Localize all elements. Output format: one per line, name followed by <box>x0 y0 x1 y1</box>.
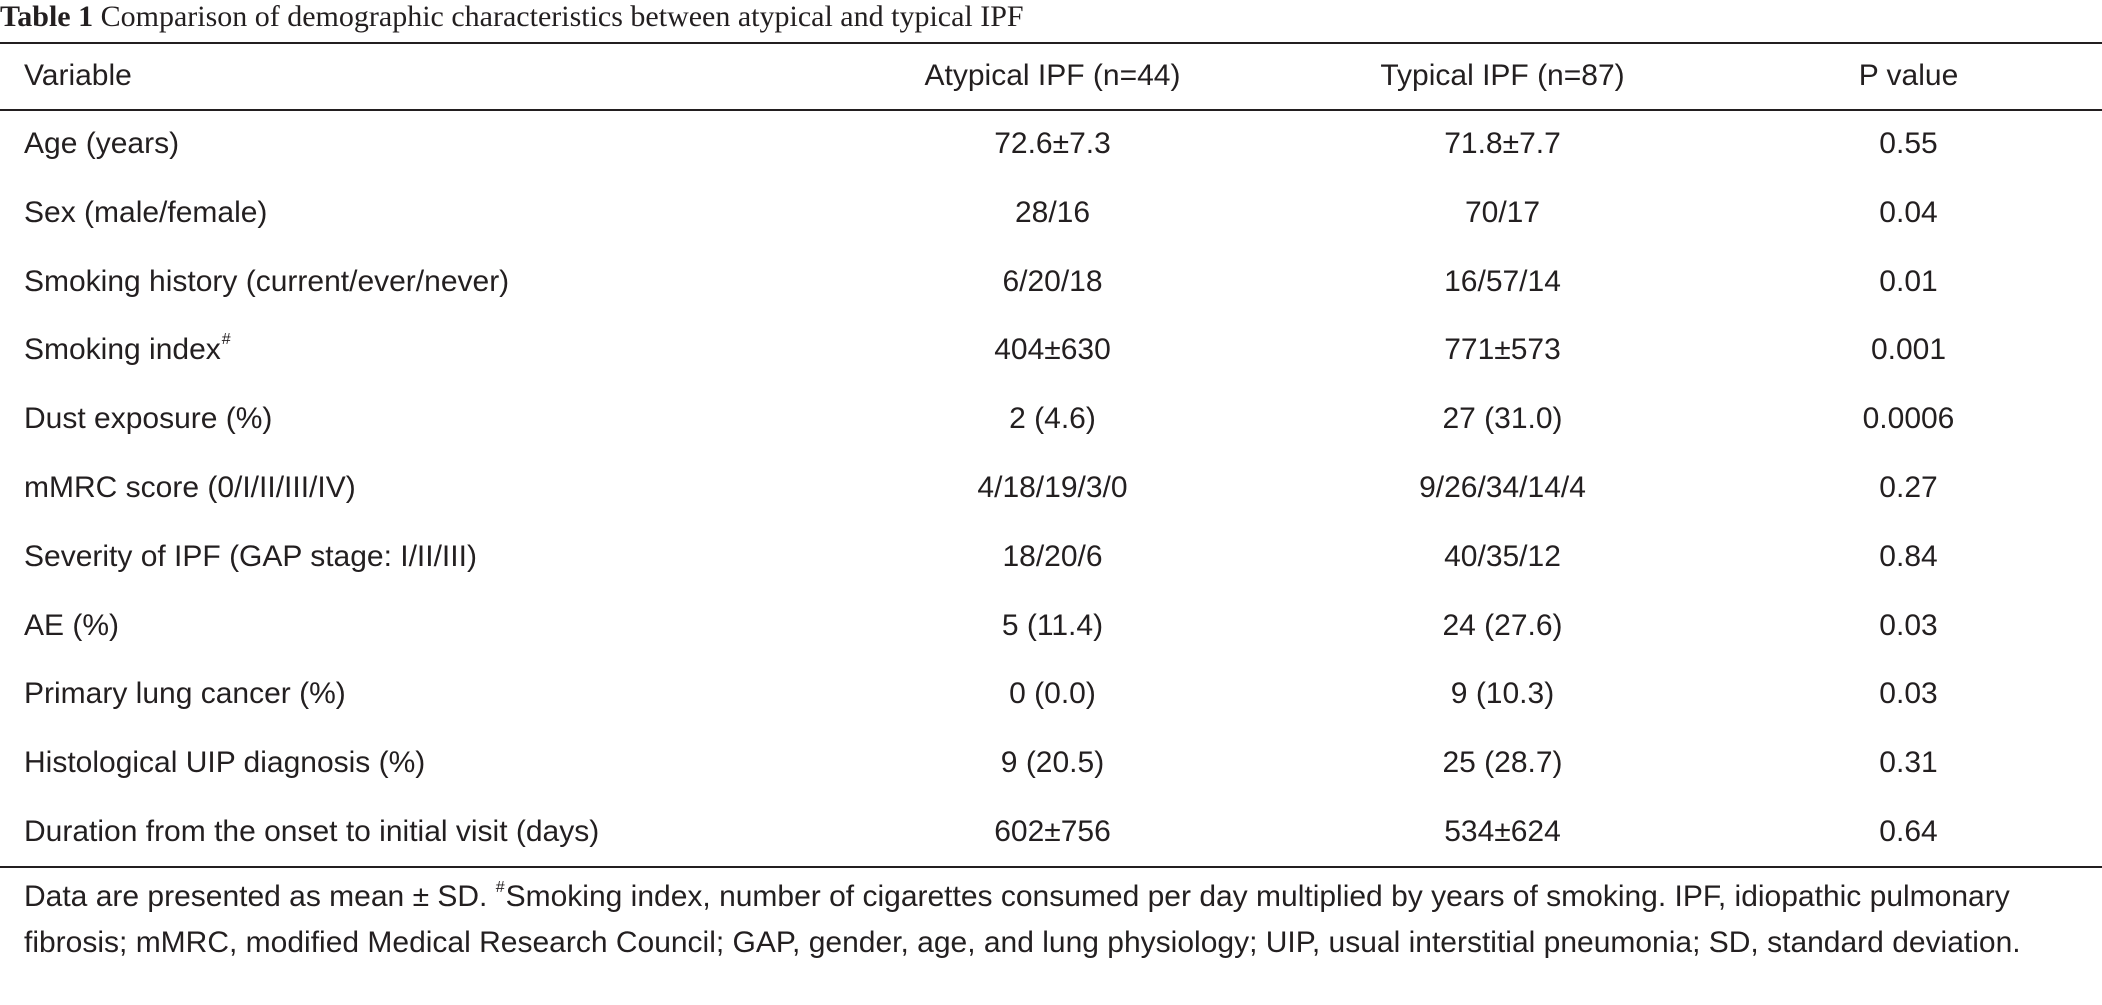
cell-variable: Histological UIP diagnosis (%) <box>24 746 426 780</box>
cell-variable: Smoking history (current/ever/never) <box>24 264 510 298</box>
cell-atypical: 602±756 <box>994 814 1111 848</box>
cell-atypical: 72.6±7.3 <box>994 127 1111 160</box>
cell-variable-text: Smoking index <box>24 333 221 367</box>
cell-variable: Primary lung cancer (%) <box>24 677 346 711</box>
header-p-value: P value <box>1858 59 1959 92</box>
footnote-mark: # <box>221 331 231 349</box>
table-row: Smoking index# 404±630 771±573 0.001 <box>0 316 2102 385</box>
cell-atypical: 18/20/6 <box>1002 539 1103 573</box>
demographics-table: Variable Atypical IPF (n=44) Typical IPF… <box>0 42 2102 867</box>
cell-p-value: 0.04 <box>1879 195 1938 229</box>
cell-p-value: 0.55 <box>1879 127 1938 160</box>
cell-typical: 534±624 <box>1444 814 1561 848</box>
table-row: Duration from the onset to initial visit… <box>0 798 2102 867</box>
table-header: Variable Atypical IPF (n=44) Typical IPF… <box>0 42 2102 110</box>
header-row: Variable Atypical IPF (n=44) Typical IPF… <box>0 42 2102 110</box>
cell-p-value: 0.64 <box>1879 814 1938 848</box>
cell-variable: Severity of IPF (GAP stage: I/II/III) <box>24 539 477 573</box>
cell-atypical: 0 (0.0) <box>1009 677 1096 711</box>
cell-atypical: 28/16 <box>1014 195 1091 229</box>
footnote-mark: # <box>495 879 505 896</box>
cell-atypical: 5 (11.4) <box>1001 608 1104 642</box>
cell-atypical: 2 (4.6) <box>1009 402 1096 436</box>
table-header-rule <box>0 109 2102 111</box>
table-row: Severity of IPF (GAP stage: I/II/III) 18… <box>0 523 2102 592</box>
cell-p-value: 0.03 <box>1879 608 1938 642</box>
header-atypical-ipf: Atypical IPF (n=44) <box>924 59 1181 92</box>
cell-p-value: 0.03 <box>1879 677 1938 711</box>
footnote-lead: Data are presented as mean ± SD. <box>24 880 488 913</box>
table-caption-text: Comparison of demographic characteristic… <box>100 0 1024 33</box>
cell-variable: Dust exposure (%) <box>24 402 273 436</box>
cell-typical: 16/57/14 <box>1444 264 1561 298</box>
cell-typical: 27 (31.0) <box>1442 402 1563 436</box>
table-caption-label: Table 1 <box>0 0 94 33</box>
table-caption: Table 1 Comparison of demographic charac… <box>0 0 1024 40</box>
cell-p-value: 0.84 <box>1879 539 1938 573</box>
table-row: Age (years) 72.6±7.3 71.8±7.7 0.55 <box>0 110 2102 179</box>
table-body: Age (years) 72.6±7.3 71.8±7.7 0.55 Sex (… <box>0 110 2102 867</box>
cell-typical: 25 (28.7) <box>1442 746 1563 780</box>
cell-atypical: 6/20/18 <box>1002 264 1103 298</box>
cell-typical: 9/26/34/14/4 <box>1419 470 1586 504</box>
footnote-text: Smoking index, number of cigarettes cons… <box>24 880 2021 959</box>
table-bottom-rule <box>0 866 2102 868</box>
cell-variable: Smoking index# <box>0 316 815 385</box>
cell-typical: 24 (27.6) <box>1442 608 1563 642</box>
header-typical-ipf: Typical IPF (n=87) <box>1380 59 1625 92</box>
cell-atypical: 404±630 <box>994 333 1111 367</box>
table-row: Sex (male/female) 28/16 70/17 0.04 <box>0 179 2102 248</box>
cell-typical: 40/35/12 <box>1444 539 1561 573</box>
cell-typical: 70/17 <box>1464 195 1541 229</box>
cell-variable: Sex (male/female) <box>24 195 268 229</box>
table-row: mMRC score (0/I/II/III/IV) 4/18/19/3/0 9… <box>0 454 2102 523</box>
table-row: Dust exposure (%) 2 (4.6) 27 (31.0) 0.00… <box>0 385 2102 454</box>
cell-variable: mMRC score (0/I/II/III/IV) <box>24 470 356 504</box>
table-footnote: Data are presented as mean ± SD. #Smokin… <box>24 874 2084 966</box>
cell-p-value: 0.001 <box>1870 333 1947 367</box>
header-variable: Variable <box>24 59 132 92</box>
cell-atypical: 4/18/19/3/0 <box>977 470 1128 504</box>
cell-typical: 71.8±7.7 <box>1444 127 1561 160</box>
table-row: Primary lung cancer (%) 0 (0.0) 9 (10.3)… <box>0 660 2102 729</box>
table-row: Histological UIP diagnosis (%) 9 (20.5) … <box>0 729 2102 798</box>
cell-atypical: 9 (20.5) <box>1000 746 1105 780</box>
cell-variable: Age (years) <box>24 127 180 160</box>
cell-p-value: 0.0006 <box>1862 402 1955 436</box>
table-row: Smoking history (current/ever/never) 6/2… <box>0 248 2102 317</box>
cell-variable: Duration from the onset to initial visit… <box>24 814 600 848</box>
cell-typical: 9 (10.3) <box>1450 677 1555 711</box>
cell-variable: AE (%) <box>24 608 120 642</box>
cell-p-value: 0.01 <box>1879 264 1938 298</box>
table-row: AE (%) 5 (11.4) 24 (27.6) 0.03 <box>0 592 2102 661</box>
cell-p-value: 0.31 <box>1879 746 1938 780</box>
cell-p-value: 0.27 <box>1879 470 1938 504</box>
table-top-rule <box>0 42 2102 44</box>
cell-typical: 771±573 <box>1444 333 1561 367</box>
